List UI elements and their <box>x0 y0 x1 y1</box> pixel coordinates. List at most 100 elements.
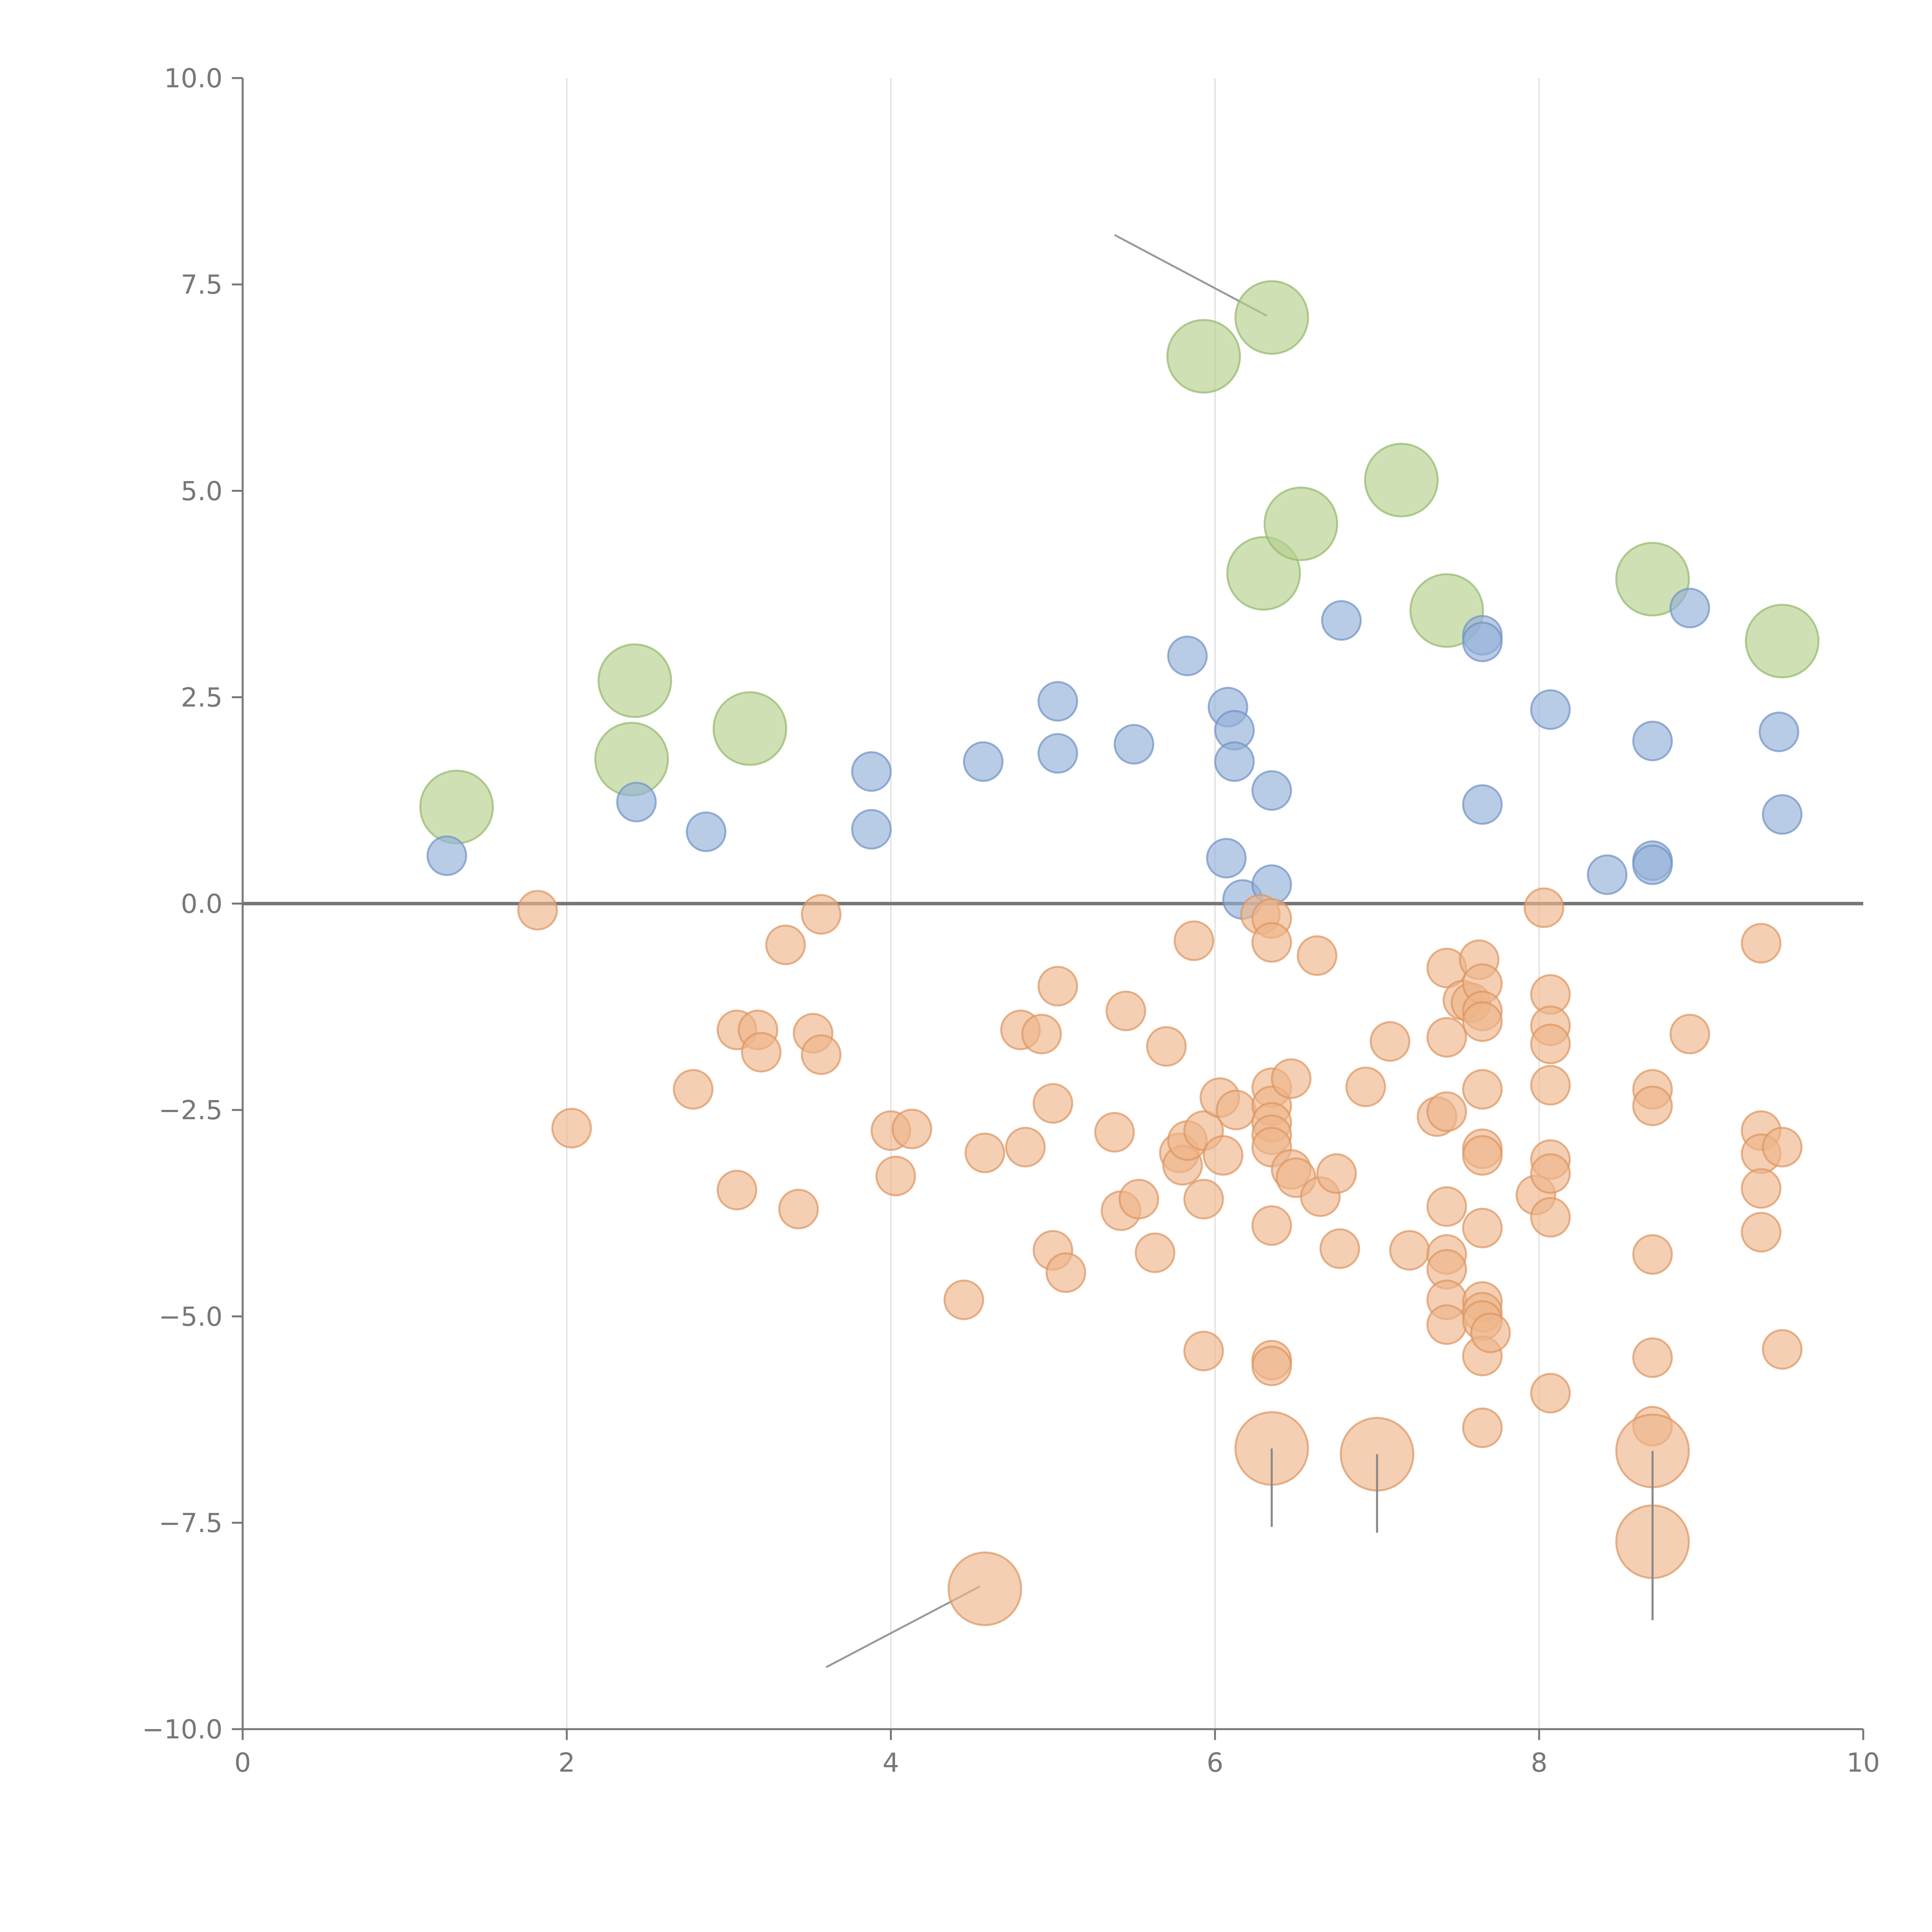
data-point-orange <box>964 1133 1005 1173</box>
y-tick-label: −10.0 <box>142 1714 223 1745</box>
data-point-orange <box>517 890 558 931</box>
data-point-orange <box>1297 935 1338 976</box>
data-point-orange <box>1037 966 1078 1007</box>
data-point-orange <box>1462 1208 1503 1248</box>
data-point-orange-large <box>947 1551 1022 1626</box>
data-point-blue <box>1037 681 1078 722</box>
data-point-orange <box>765 924 806 965</box>
data-point-orange <box>1426 1091 1467 1132</box>
data-point-blue <box>1530 689 1571 730</box>
data-point-orange <box>1005 1127 1046 1168</box>
data-point-blue <box>1759 711 1799 752</box>
y-tick-label: 0.0 <box>181 889 223 920</box>
x-tick-label: 8 <box>1531 1748 1548 1778</box>
points-layer <box>419 280 1820 1626</box>
data-point-blue <box>1462 621 1503 662</box>
data-point-orange <box>1741 923 1782 964</box>
axis-layer: 0 2 4 6 8 10 10.0 7.5 5.0 2.5 0.0 −2.5 −5.0 −7.5 −10.0 <box>142 63 1880 1778</box>
data-point-orange <box>1470 1312 1511 1353</box>
x-tick-label: 4 <box>883 1748 899 1778</box>
y-tick-label: 7.5 <box>181 270 223 300</box>
data-point-orange <box>551 1108 592 1149</box>
data-point-orange <box>1032 1083 1073 1124</box>
data-point-orange <box>741 1032 782 1073</box>
data-point-orange <box>801 1034 842 1075</box>
data-point-orange <box>1369 1021 1410 1062</box>
data-point-orange <box>1251 1345 1292 1386</box>
y-tick-label: 2.5 <box>181 682 223 713</box>
data-point-orange <box>1426 1304 1467 1345</box>
data-point-blue <box>1167 636 1208 677</box>
data-point-green <box>713 691 787 766</box>
data-point-blue <box>1632 844 1673 885</box>
data-point-blue <box>1669 588 1710 629</box>
data-point-orange <box>1462 1135 1503 1176</box>
data-point-blue <box>1462 784 1503 825</box>
data-point-blue <box>1321 600 1362 641</box>
data-point-orange <box>1216 1090 1257 1131</box>
data-point-orange <box>1524 887 1565 928</box>
data-point-orange <box>673 1069 714 1110</box>
x-tick-label: 10 <box>1847 1748 1880 1778</box>
data-point-orange <box>1762 1329 1803 1370</box>
data-point-orange <box>1632 1085 1673 1126</box>
series-orange-large <box>947 1411 1690 1626</box>
data-point-orange <box>1251 1205 1292 1246</box>
data-point-blue <box>1114 724 1155 765</box>
data-point-blue <box>426 835 467 876</box>
data-point-blue <box>1587 854 1628 895</box>
y-tick-label: −2.5 <box>159 1095 223 1126</box>
data-point-orange <box>1134 1232 1175 1273</box>
data-point-orange <box>1669 1014 1710 1054</box>
data-point-orange <box>716 1170 757 1211</box>
data-point-orange <box>1146 1026 1187 1067</box>
data-point-blue <box>616 782 657 823</box>
data-point-orange <box>1105 990 1146 1031</box>
data-point-blue <box>685 811 726 852</box>
data-point-orange <box>1530 1024 1571 1065</box>
data-point-orange <box>875 1156 916 1197</box>
data-point-orange <box>1426 1186 1467 1227</box>
data-point-orange <box>1118 1179 1159 1219</box>
data-point-green <box>1615 542 1690 617</box>
data-point-orange <box>1202 1135 1243 1176</box>
data-point-orange <box>1046 1252 1087 1293</box>
data-point-green <box>1745 604 1820 679</box>
data-point-orange <box>1271 1058 1312 1099</box>
data-point-orange <box>1530 1372 1571 1413</box>
data-point-blue <box>1762 794 1803 835</box>
data-point-orange <box>1183 1330 1224 1371</box>
x-tick-label: 2 <box>558 1748 575 1778</box>
data-point-orange <box>1530 1065 1571 1106</box>
y-tick-label: −5.0 <box>159 1302 223 1332</box>
data-point-blue <box>1632 721 1673 762</box>
data-point-orange <box>778 1189 819 1230</box>
series-orange <box>517 887 1803 1448</box>
data-point-orange <box>1319 1228 1360 1269</box>
data-point-orange <box>943 1279 984 1320</box>
series-green <box>419 280 1820 845</box>
x-tick-label: 6 <box>1207 1748 1223 1778</box>
data-point-orange <box>1741 1168 1782 1209</box>
data-point-orange <box>1632 1234 1673 1275</box>
data-point-orange <box>1316 1153 1357 1194</box>
y-tick-label: 5.0 <box>181 476 223 507</box>
data-point-blue <box>1037 733 1078 774</box>
data-point-orange <box>1530 1153 1571 1194</box>
data-point-blue <box>1206 838 1247 879</box>
data-point-orange <box>1345 1066 1386 1107</box>
data-point-orange <box>801 894 842 935</box>
data-point-orange <box>1762 1127 1803 1168</box>
data-point-orange <box>1094 1112 1135 1153</box>
data-point-orange <box>1173 920 1214 961</box>
data-point-blue <box>851 809 892 850</box>
data-point-orange <box>1021 1014 1062 1054</box>
data-point-blue <box>963 741 1004 782</box>
data-point-orange <box>1426 1017 1467 1058</box>
series-blue <box>426 588 1803 920</box>
data-point-orange <box>1251 922 1292 963</box>
data-point-orange <box>1462 1407 1503 1448</box>
x-tick-label: 0 <box>234 1748 251 1778</box>
data-point-orange <box>1462 1069 1503 1110</box>
